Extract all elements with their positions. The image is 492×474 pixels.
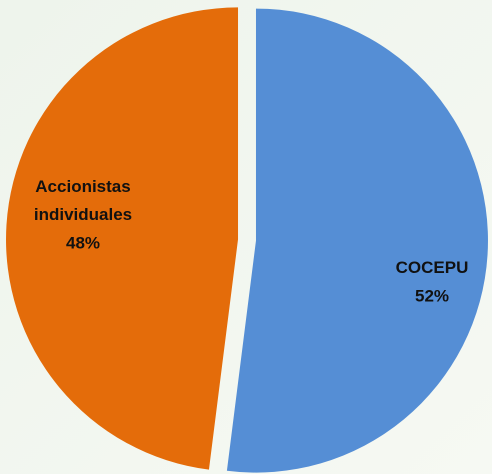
slice-category-label: Accionistas individuales	[34, 177, 132, 224]
slice-category-label: COCEPU	[396, 258, 469, 277]
label-line: individuales	[34, 205, 132, 224]
pie-slice	[6, 7, 239, 470]
slice-value-label: 48%	[66, 233, 100, 252]
pie: COCEPU 52% Accionistas individuales 48%	[6, 7, 488, 473]
pie-slice	[226, 8, 488, 473]
slice-value-label: 52%	[415, 286, 449, 305]
label-line: Accionistas	[35, 177, 130, 196]
label-line: COCEPU	[396, 258, 469, 277]
